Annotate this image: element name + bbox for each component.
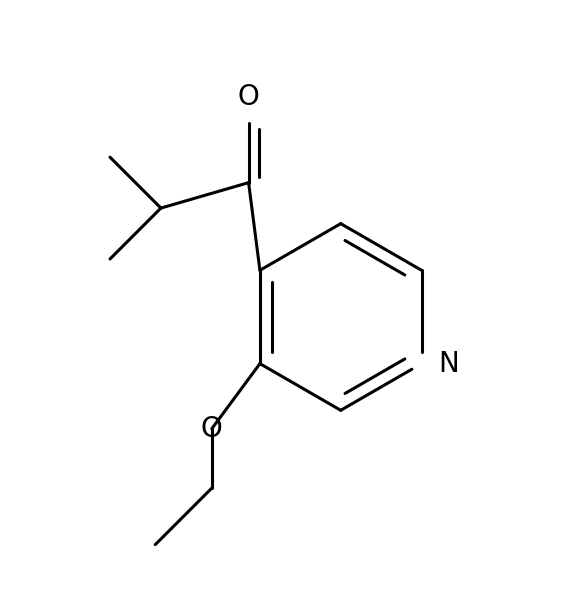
Text: O: O: [201, 415, 223, 443]
Text: O: O: [238, 83, 259, 111]
Text: N: N: [439, 350, 459, 377]
